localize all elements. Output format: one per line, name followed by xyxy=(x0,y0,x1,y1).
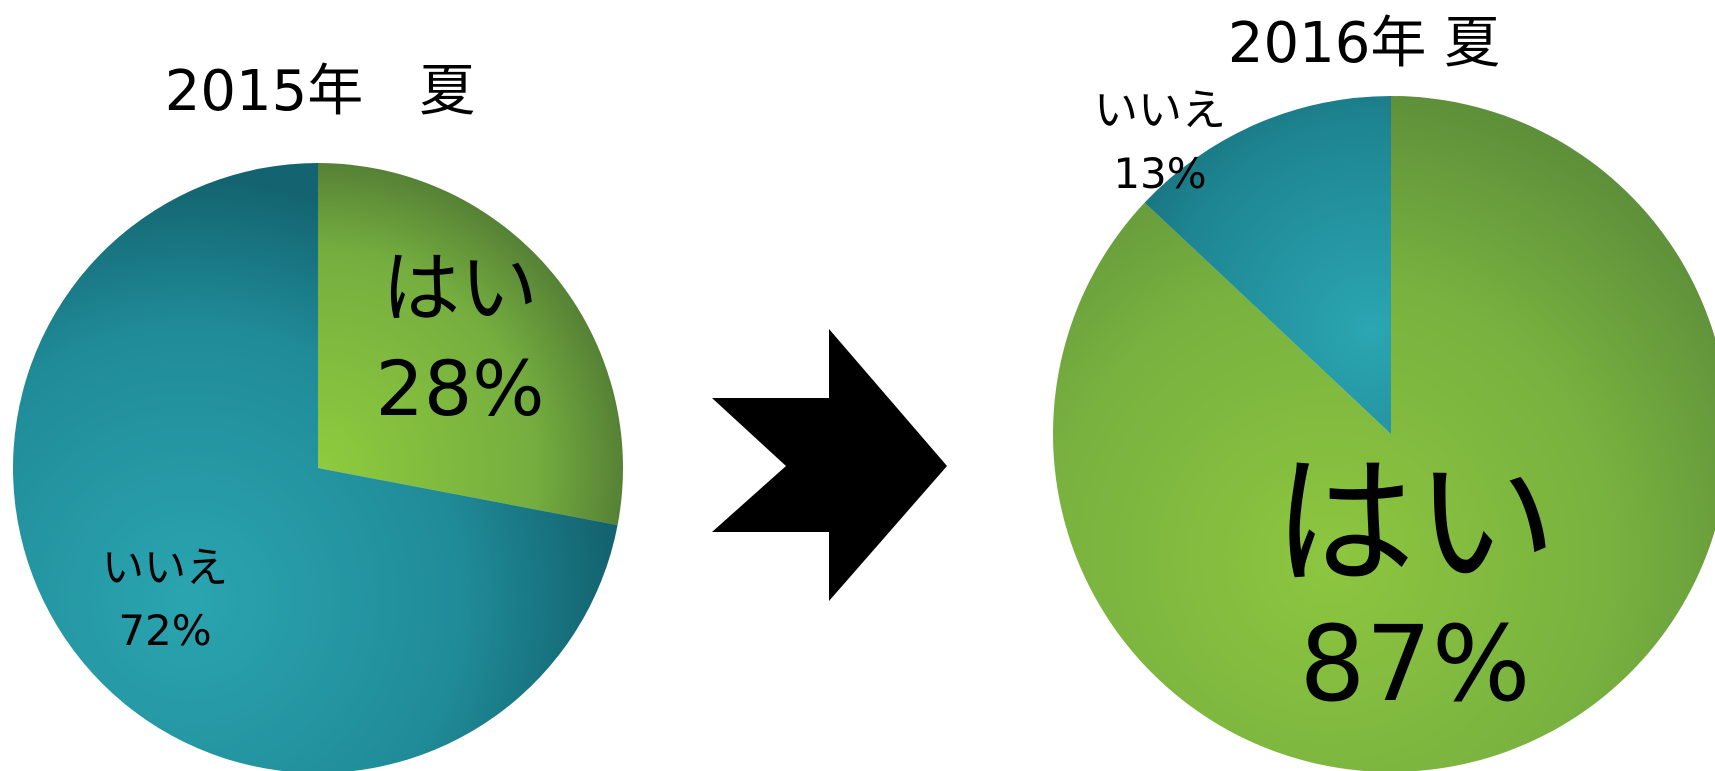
pie-slice-no xyxy=(1144,96,1391,434)
slice-value-yes: 87% xyxy=(1299,603,1530,725)
slice-label-no: いいえ xyxy=(102,543,228,592)
slice-value-no: 72% xyxy=(118,606,211,655)
pie-slice-yes xyxy=(1053,96,1715,771)
pie-slice-no xyxy=(13,163,618,771)
slice-label-yes: はい xyxy=(1273,441,1557,606)
slice-value-yes: 28% xyxy=(376,344,545,433)
chart-title-2016: 2016年 夏 xyxy=(1228,11,1500,76)
slice-value-no: 13% xyxy=(1113,149,1206,198)
chart-title-2015: 2015年 夏 xyxy=(165,59,476,124)
slice-label-yes: はい xyxy=(382,244,538,334)
slice-label-no: いいえ xyxy=(1094,85,1226,136)
pie-slice-yes xyxy=(318,163,624,526)
right-arrow-icon xyxy=(712,329,947,601)
pie-chart-2015: はい 28% いいえ 72% xyxy=(13,163,624,771)
